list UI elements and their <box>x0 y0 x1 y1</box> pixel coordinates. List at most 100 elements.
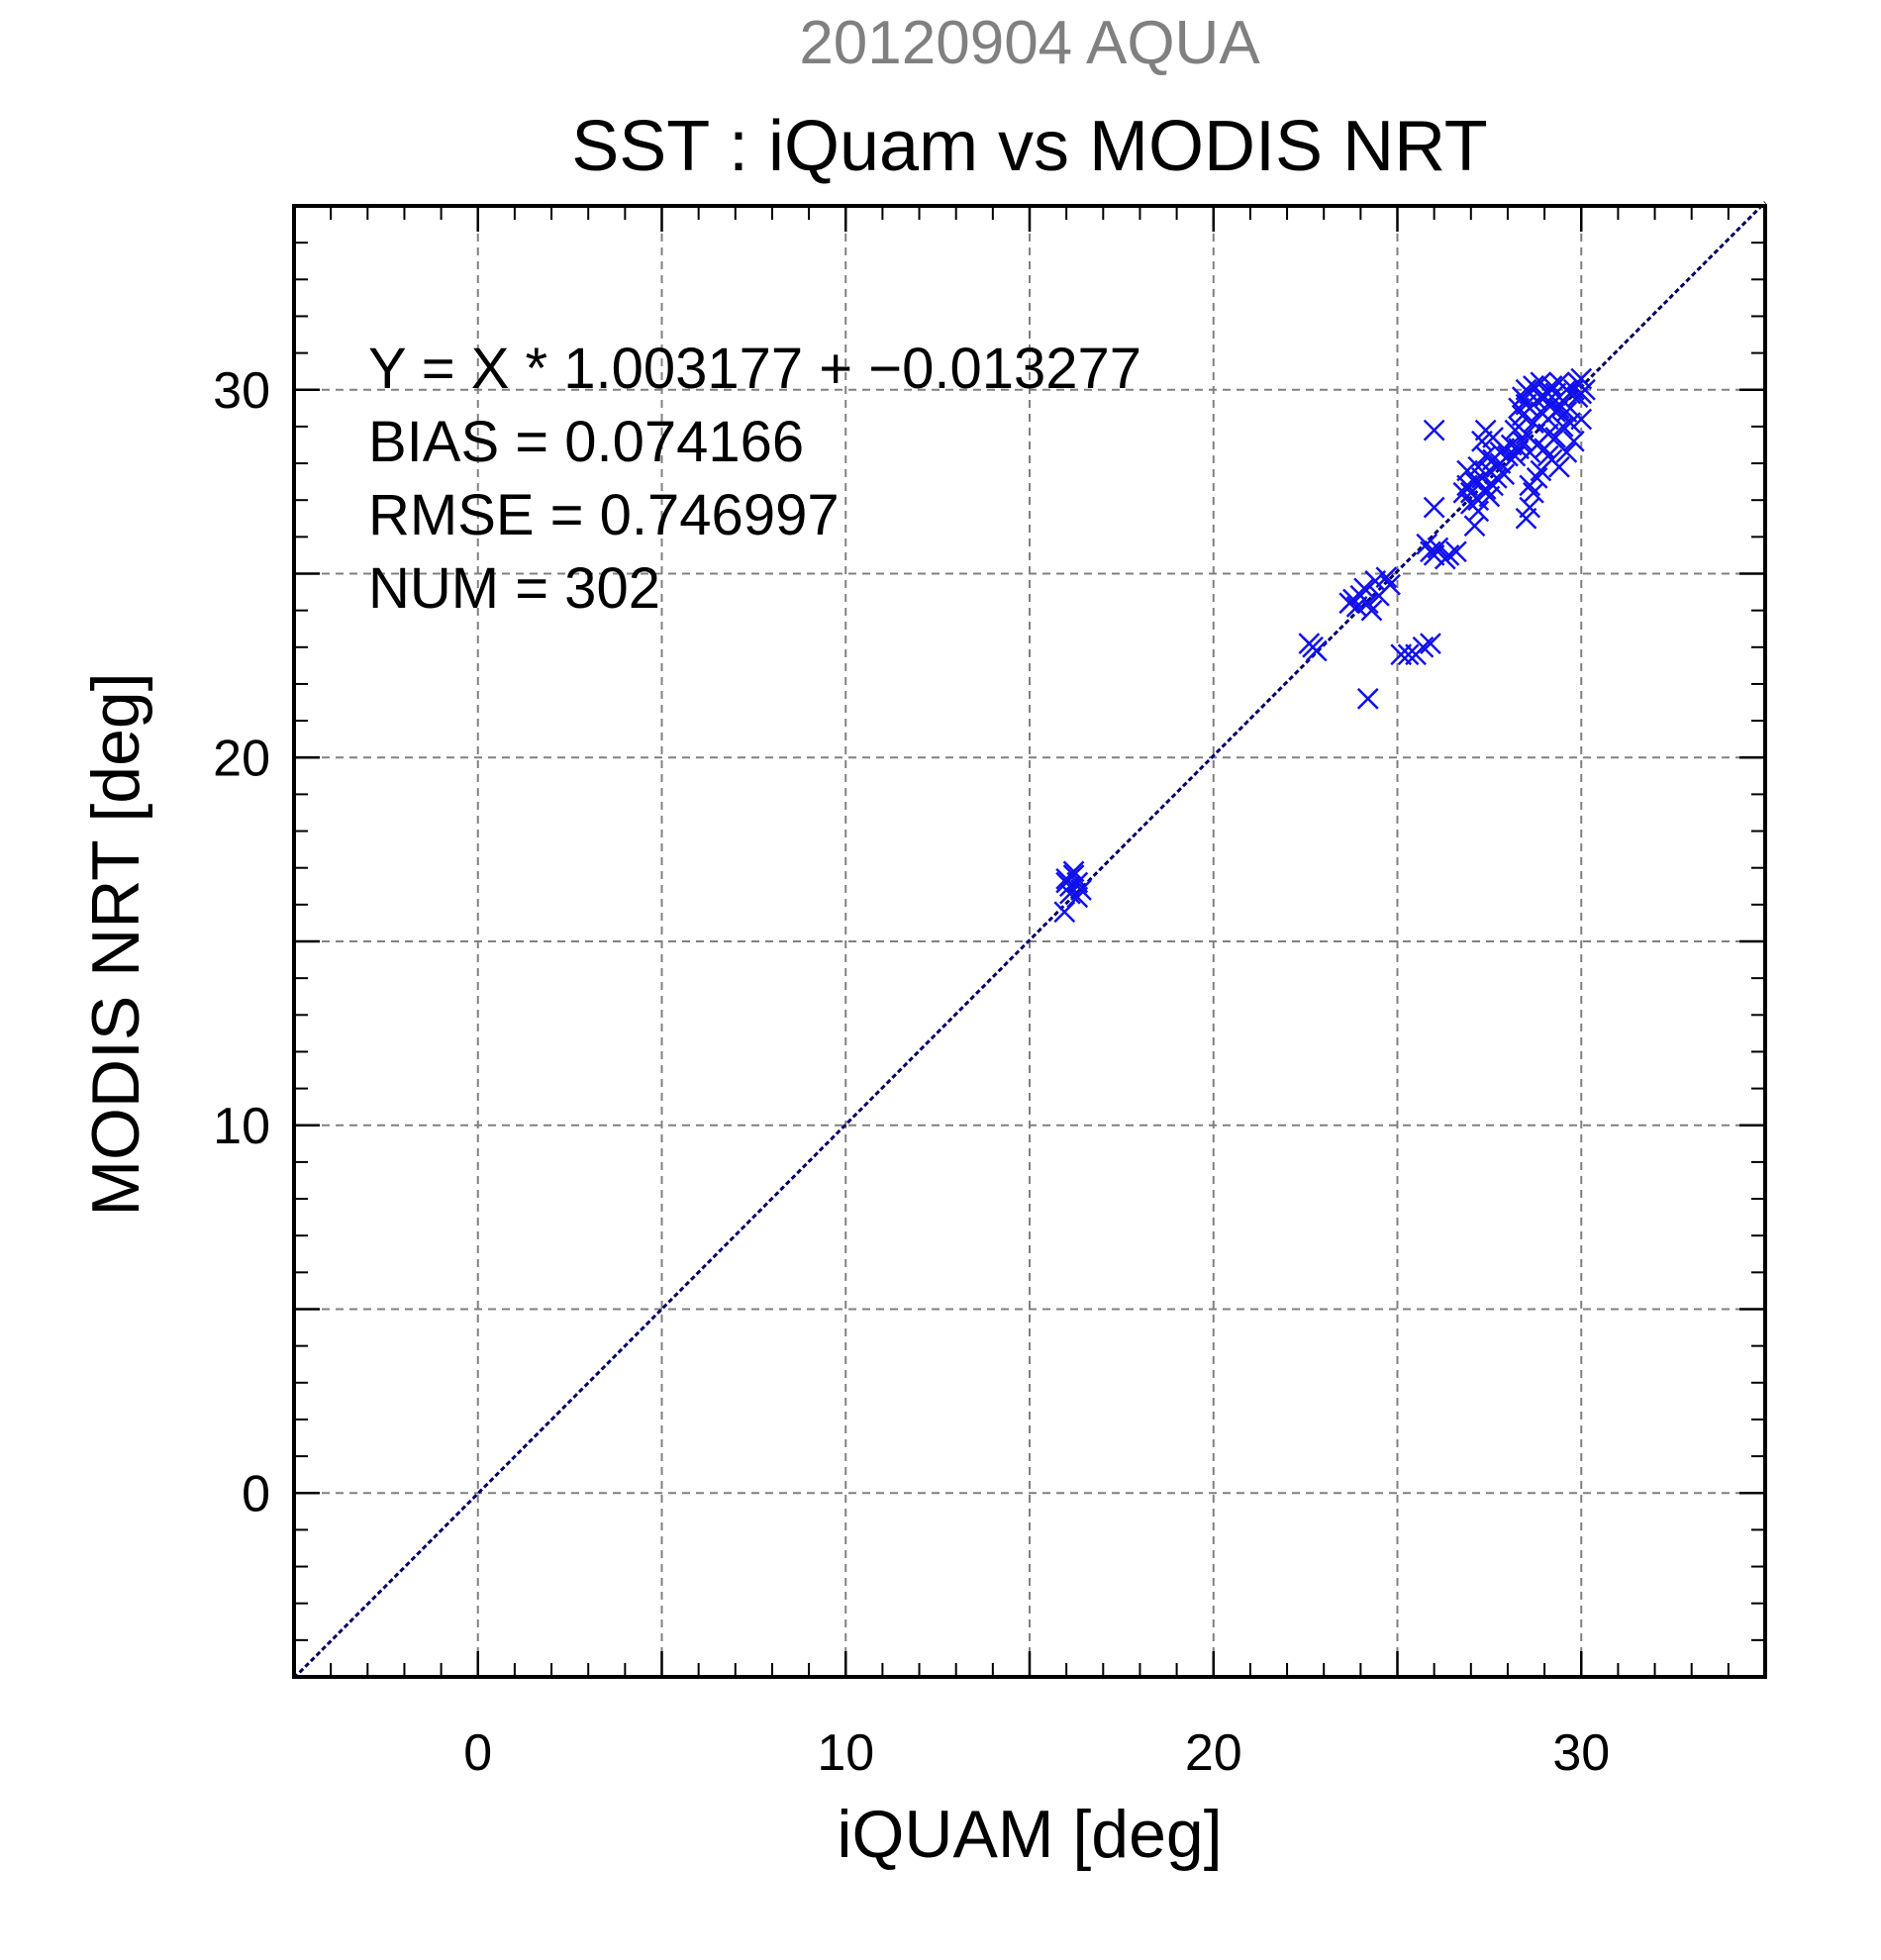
data-point-stroke <box>1467 455 1490 478</box>
data-point-stroke <box>1523 412 1544 435</box>
data-point-stroke <box>1562 430 1585 452</box>
y-tick-label: 0 <box>242 1465 270 1522</box>
data-point <box>1452 481 1475 504</box>
y-axis-label: MODIS NRT [deg] <box>78 672 153 1216</box>
data-point <box>1353 577 1375 600</box>
data-point-stroke <box>1360 599 1383 622</box>
data-point-stroke <box>1536 444 1559 467</box>
data-point <box>1360 599 1383 622</box>
data-point-stroke <box>1062 860 1085 883</box>
data-point-stroke <box>1298 633 1321 654</box>
data-point <box>1570 382 1593 405</box>
data-point-stroke <box>1570 408 1593 431</box>
data-point <box>1536 423 1559 445</box>
data-point-stroke <box>1515 423 1537 445</box>
data-point <box>1526 467 1548 489</box>
data-point <box>1515 507 1537 530</box>
data-point-stroke <box>1526 467 1548 489</box>
x-tick-label: 30 <box>1552 1724 1610 1782</box>
data-point-stroke <box>1478 485 1501 508</box>
data-point-stroke <box>1523 481 1544 504</box>
data-point <box>1356 592 1379 615</box>
data-point-stroke <box>1474 444 1497 467</box>
data-point-stroke <box>1445 540 1467 563</box>
stats-bias: BIAS = 0.074166 <box>368 410 804 474</box>
chart-title: SST : iQuam vs MODIS NRT <box>571 107 1488 186</box>
data-point <box>1467 455 1490 478</box>
data-point <box>1420 633 1441 654</box>
data-point-stroke <box>1055 871 1078 894</box>
data-point <box>1523 375 1544 397</box>
data-point <box>1555 378 1578 401</box>
stats-equation: Y = X * 1.003177 + −0.013277 <box>368 337 1141 401</box>
data-point <box>1055 871 1078 894</box>
data-point <box>1551 416 1574 438</box>
data-point-stroke <box>1463 515 1486 538</box>
stats-box: Y = X * 1.003177 + −0.013277 BIAS = 0.07… <box>368 337 1141 621</box>
stats-rmse: RMSE = 0.746997 <box>368 483 840 547</box>
tick-labels: 0 10 20 30 0 10 20 30 <box>213 362 1610 1782</box>
data-point <box>1356 687 1379 710</box>
data-point-stroke <box>1452 481 1475 504</box>
data-point <box>1562 378 1585 401</box>
x-axis-label: iQUAM [deg] <box>837 1797 1222 1872</box>
data-point-stroke <box>1356 592 1379 615</box>
y-tick-label: 10 <box>213 1098 270 1155</box>
data-point-stroke <box>1485 467 1508 489</box>
data-point <box>1523 481 1544 504</box>
minor-ticks <box>294 206 1765 1677</box>
data-point <box>1493 463 1516 486</box>
data-point-stroke <box>1482 448 1504 471</box>
data-point <box>1467 500 1490 523</box>
data-point-stroke <box>1053 901 1076 924</box>
data-point-stroke <box>1420 633 1441 654</box>
data-point-stroke <box>1397 643 1420 666</box>
data-point <box>1437 544 1460 566</box>
data-point-stroke <box>1423 419 1445 441</box>
data-point-stroke <box>1482 427 1504 448</box>
data-point-stroke <box>1427 537 1449 559</box>
data-point <box>1416 533 1438 555</box>
data-point <box>1066 886 1089 909</box>
data-point-stroke <box>1536 423 1559 445</box>
data-point <box>1062 860 1085 883</box>
x-tick-label: 20 <box>1185 1724 1242 1782</box>
plot-frame <box>292 204 1767 1679</box>
data-point <box>1463 515 1486 538</box>
data-point-stroke <box>1070 879 1092 901</box>
data-point-stroke <box>1423 496 1445 519</box>
data-point-stroke <box>1066 886 1089 909</box>
x-tick-label: 0 <box>463 1724 492 1782</box>
data-point-stroke <box>1508 397 1530 420</box>
data-point <box>1482 448 1504 471</box>
data-point-stroke <box>1515 393 1537 416</box>
data-point <box>1504 419 1527 441</box>
y-tick-label: 30 <box>213 362 270 420</box>
data-point <box>1515 393 1537 416</box>
data-point-stroke <box>1504 419 1527 441</box>
data-point-stroke <box>1353 577 1375 600</box>
chart-subtitle: 20120904 AQUA <box>799 9 1260 77</box>
data-point <box>1562 430 1585 452</box>
data-point-stroke <box>1493 463 1516 486</box>
data-point-stroke <box>1437 544 1460 566</box>
data-point <box>1053 901 1076 924</box>
data-point-stroke <box>1368 584 1390 607</box>
data-point-stroke <box>1551 416 1574 438</box>
data-point-stroke <box>1555 401 1578 423</box>
data-point <box>1070 879 1092 901</box>
data-point <box>1423 419 1445 441</box>
data-point-stroke <box>1555 441 1578 463</box>
data-point <box>1508 438 1530 460</box>
data-points <box>1053 367 1596 924</box>
data-point-stroke <box>1356 687 1379 710</box>
data-point-stroke <box>1511 430 1534 452</box>
data-point <box>1508 397 1530 420</box>
data-point <box>1478 485 1501 508</box>
data-point-stroke <box>1523 375 1544 397</box>
data-point <box>1423 496 1445 519</box>
data-point-stroke <box>1416 533 1438 555</box>
y-tick-label: 20 <box>213 730 270 787</box>
data-point-stroke <box>1515 507 1537 530</box>
